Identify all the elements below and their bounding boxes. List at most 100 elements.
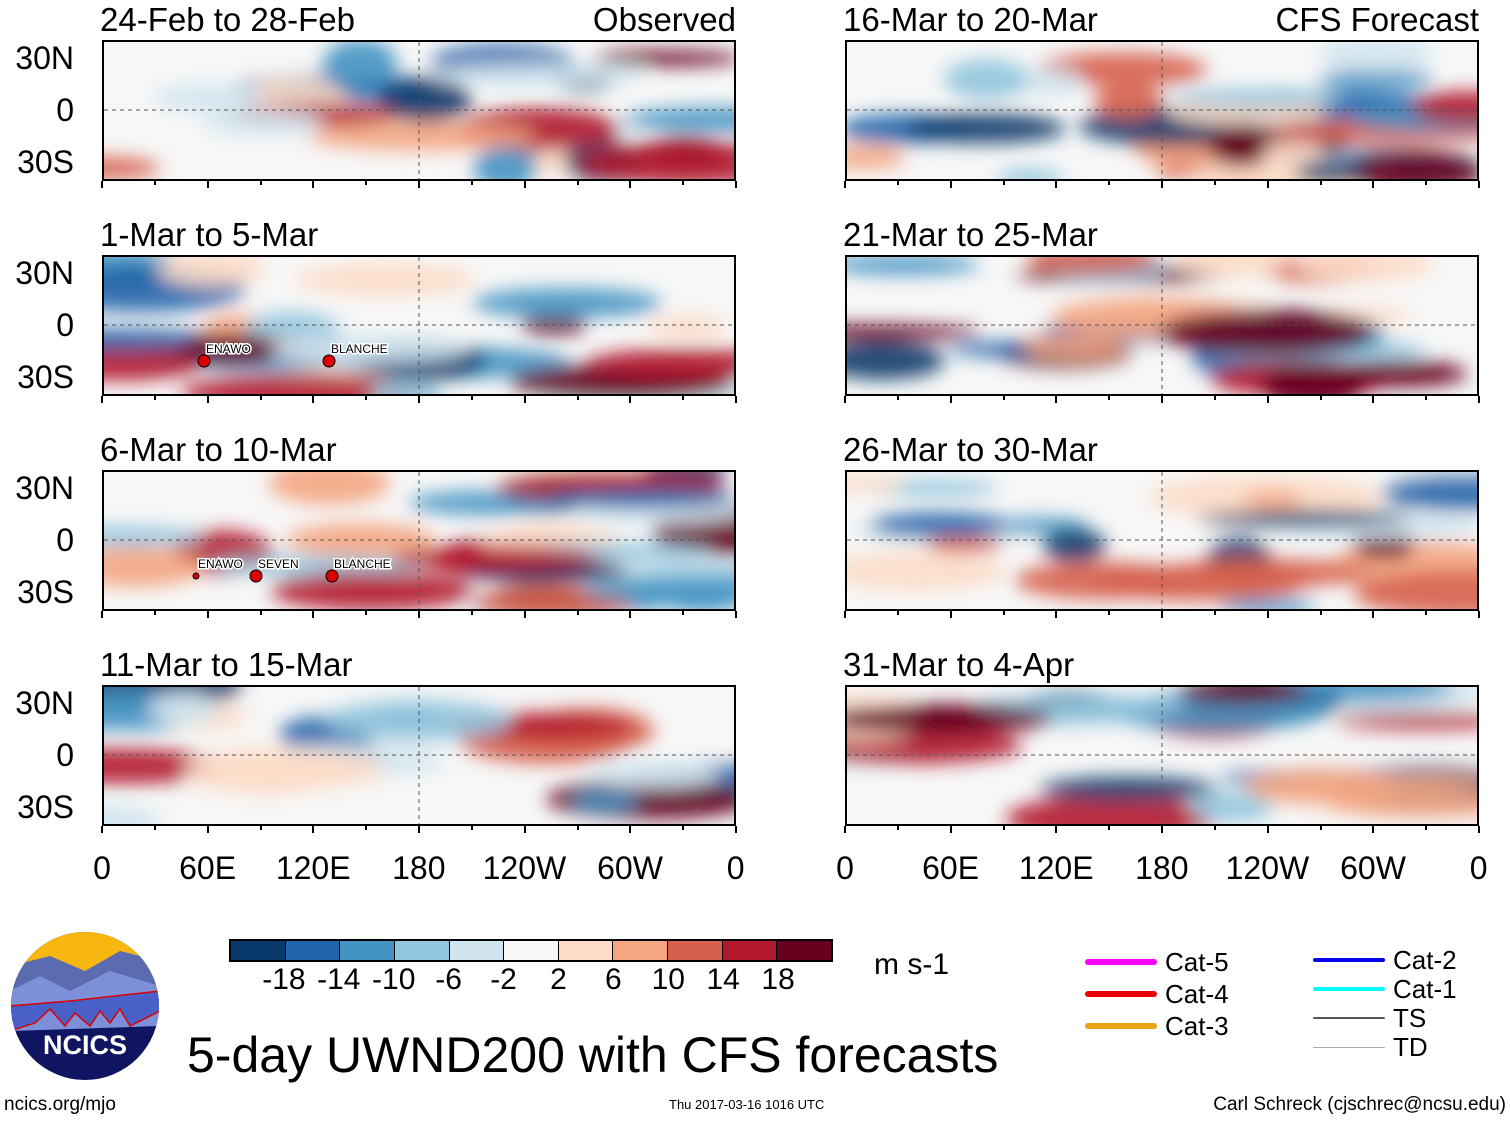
storm-marker: SEVEN xyxy=(249,556,300,583)
tick-mark xyxy=(1478,396,1480,403)
tick-mark xyxy=(1213,396,1216,400)
tick-mark xyxy=(153,396,156,400)
wind-anomaly xyxy=(1175,257,1290,278)
lat-label: 30S xyxy=(17,574,74,610)
wind-anomaly xyxy=(148,692,218,724)
legend-item: Cat-5 xyxy=(1085,949,1229,975)
tick-mark xyxy=(1372,181,1375,188)
tick-mark xyxy=(949,611,952,618)
wind-anomaly xyxy=(104,257,174,268)
storm-label: SEVEN xyxy=(258,557,299,571)
tick-mark xyxy=(949,181,952,188)
tick-mark xyxy=(1055,181,1058,188)
wind-anomaly xyxy=(1294,161,1368,179)
wind-anomaly xyxy=(1242,490,1304,509)
legend-line xyxy=(1085,991,1157,997)
lat-label: 30S xyxy=(17,359,74,395)
colorbar-swatch xyxy=(777,941,832,960)
wind-anomaly xyxy=(587,348,734,379)
wind-anomaly xyxy=(580,578,734,604)
tick-mark xyxy=(735,181,737,188)
tick-mark xyxy=(418,396,420,403)
wind-anomaly xyxy=(1159,309,1375,355)
legend-label: Cat-2 xyxy=(1393,945,1457,975)
ncics-logo: NCICS xyxy=(10,931,160,1081)
tick-mark xyxy=(1055,826,1058,833)
wind-anomaly xyxy=(270,571,473,609)
tick-mark xyxy=(949,396,952,403)
tick-mark xyxy=(1319,181,1322,185)
tick-mark xyxy=(470,396,473,400)
wind-anomaly xyxy=(427,62,647,87)
tick-mark xyxy=(523,826,526,833)
wind-anomaly xyxy=(377,77,472,123)
wind-anomaly xyxy=(270,334,470,364)
tick-mark xyxy=(470,826,473,830)
wind-anomaly xyxy=(1040,776,1217,802)
wind-anomaly xyxy=(295,263,476,297)
tick-mark xyxy=(153,611,156,615)
tick-mark xyxy=(1161,611,1163,618)
wind-anomaly xyxy=(1026,257,1158,274)
storm-marker: ENAWO xyxy=(197,341,252,368)
colorbar-label: 10 xyxy=(651,963,685,996)
wind-anomaly xyxy=(903,113,1066,144)
wind-anomaly xyxy=(1022,334,1127,359)
panel-title: 26-Mar to 30-Mar xyxy=(843,431,1098,468)
tick-mark xyxy=(312,826,315,833)
tick-mark xyxy=(1372,611,1375,618)
tick-mark xyxy=(523,611,526,618)
tick-mark xyxy=(629,181,632,188)
wind-anomaly xyxy=(207,555,426,576)
wind-anomaly xyxy=(471,288,663,318)
lon-label: 120E xyxy=(1018,850,1094,886)
tick-mark xyxy=(1425,826,1428,830)
panel-title: 16-Mar to 20-Mar xyxy=(843,1,1098,38)
panel-title: 31-Mar to 4-Apr xyxy=(843,646,1075,683)
tick-mark xyxy=(312,181,315,188)
legend-item: Cat-3 xyxy=(1085,1013,1229,1039)
tick-mark xyxy=(1478,181,1480,188)
tick-mark xyxy=(1002,826,1005,830)
tick-mark xyxy=(896,611,899,615)
tick-mark xyxy=(1266,396,1269,403)
tick-mark xyxy=(259,396,262,400)
map-panel xyxy=(845,685,1479,826)
tick-mark xyxy=(1319,396,1322,400)
wind-anomaly xyxy=(200,109,324,136)
storm-label: ENAWO xyxy=(198,557,243,571)
tick-mark xyxy=(735,611,737,618)
footer-url: ncics.org/mjo xyxy=(4,1094,116,1115)
wind-anomaly xyxy=(996,168,1064,179)
tick-mark xyxy=(735,396,737,403)
tick-mark xyxy=(1213,181,1216,185)
wind-anomaly xyxy=(104,156,161,179)
legend-label: Cat-4 xyxy=(1165,979,1229,1009)
tick-mark xyxy=(365,396,368,400)
tick-mark xyxy=(153,181,156,185)
legend-item: Cat-1 xyxy=(1313,976,1457,1002)
wind-anomaly xyxy=(221,751,385,788)
colorbar xyxy=(229,939,833,962)
wind-anomaly xyxy=(869,512,1011,538)
tick-mark xyxy=(1266,826,1269,833)
tick-mark xyxy=(896,396,899,400)
wind-anomaly xyxy=(1294,257,1434,282)
tick-mark xyxy=(576,181,579,185)
wind-anomaly xyxy=(1261,361,1365,394)
tick-mark xyxy=(206,611,209,618)
tick-mark xyxy=(629,611,632,618)
lon-label: 120W xyxy=(1225,850,1310,886)
tick-mark xyxy=(206,181,209,188)
legend-item: Cat-4 xyxy=(1085,981,1229,1007)
lon-label: 0 xyxy=(93,850,111,886)
wind-anomaly xyxy=(1411,90,1477,124)
tick-mark xyxy=(682,396,685,400)
tick-mark xyxy=(101,826,103,833)
lon-label: 60W xyxy=(597,850,663,886)
tick-mark xyxy=(1425,611,1428,615)
tick-mark xyxy=(1055,396,1058,403)
wind-anomaly xyxy=(473,145,538,179)
colorbar-label: -18 xyxy=(262,963,306,996)
colorbar-swatch xyxy=(449,941,505,960)
